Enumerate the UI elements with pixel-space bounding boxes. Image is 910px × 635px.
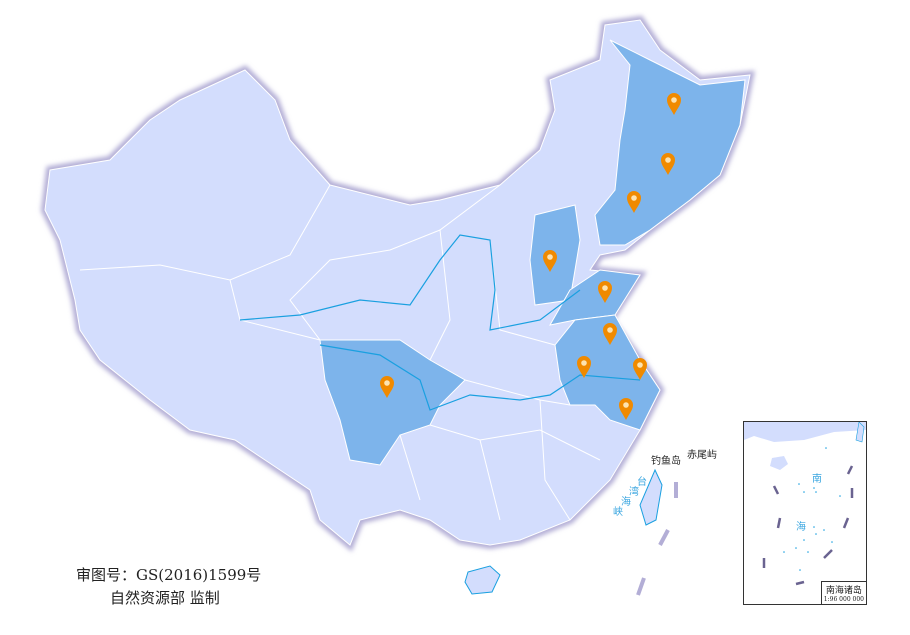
strait-char: 湾 (629, 487, 639, 498)
label-chiwei: 赤尾屿 (687, 450, 717, 461)
map-pin-icon[interactable] (619, 398, 633, 420)
inset-legend: 南海诸岛 1:96 000 000 (820, 581, 866, 604)
map-pin-icon[interactable] (667, 93, 681, 115)
strait-char: 峡 (613, 507, 623, 518)
map-pin-icon[interactable] (380, 376, 394, 398)
map-pin-dot (671, 97, 677, 103)
inset-title: 南海诸岛 (825, 586, 862, 596)
pins (380, 93, 681, 420)
strait-char: 台 (637, 477, 647, 488)
map-pin-dot (623, 402, 629, 408)
label-diaoyu: 钓鱼岛 (651, 456, 681, 467)
inset-sea-char: 南 (812, 474, 822, 485)
map-pin-dot (607, 327, 613, 333)
map-pin-dot (637, 362, 643, 368)
inset-sea-char: 海 (796, 522, 806, 533)
yellow-river (239, 234, 581, 331)
inset-svg (744, 422, 866, 586)
map-pin-icon[interactable] (661, 153, 675, 175)
strait-char: 海 (621, 497, 631, 508)
map-pin-dot (547, 254, 553, 260)
map-pin-dot (602, 285, 608, 291)
issuer: 自然资源部 监制 (110, 589, 220, 607)
map-pin-dot (665, 157, 671, 163)
china-landmass (44, 19, 751, 546)
map-pin-icon[interactable] (598, 281, 612, 303)
yangtze-river (319, 344, 641, 411)
rivers (239, 234, 641, 411)
map-pin-icon[interactable] (603, 323, 617, 345)
approval-number: 审图号：GS(2016)1599号 (76, 566, 262, 584)
inset-scale: 1:96 000 000 (823, 596, 864, 603)
map-pin-dot (384, 380, 390, 386)
region-east (554, 314, 661, 431)
map-pin-dot (581, 360, 587, 366)
map-pin-icon[interactable] (633, 358, 647, 380)
taiwan (639, 468, 663, 526)
south-china-sea-inset: 南 海 南海诸岛 1:96 000 000 (743, 421, 867, 605)
maritime-boundary (636, 482, 678, 596)
map-pin-icon[interactable] (543, 250, 557, 272)
hainan (464, 565, 501, 595)
map-pin-dot (631, 195, 637, 201)
region-sichuan (319, 339, 466, 466)
map-pin-icon[interactable] (627, 191, 641, 213)
map-pin-icon[interactable] (577, 356, 591, 378)
